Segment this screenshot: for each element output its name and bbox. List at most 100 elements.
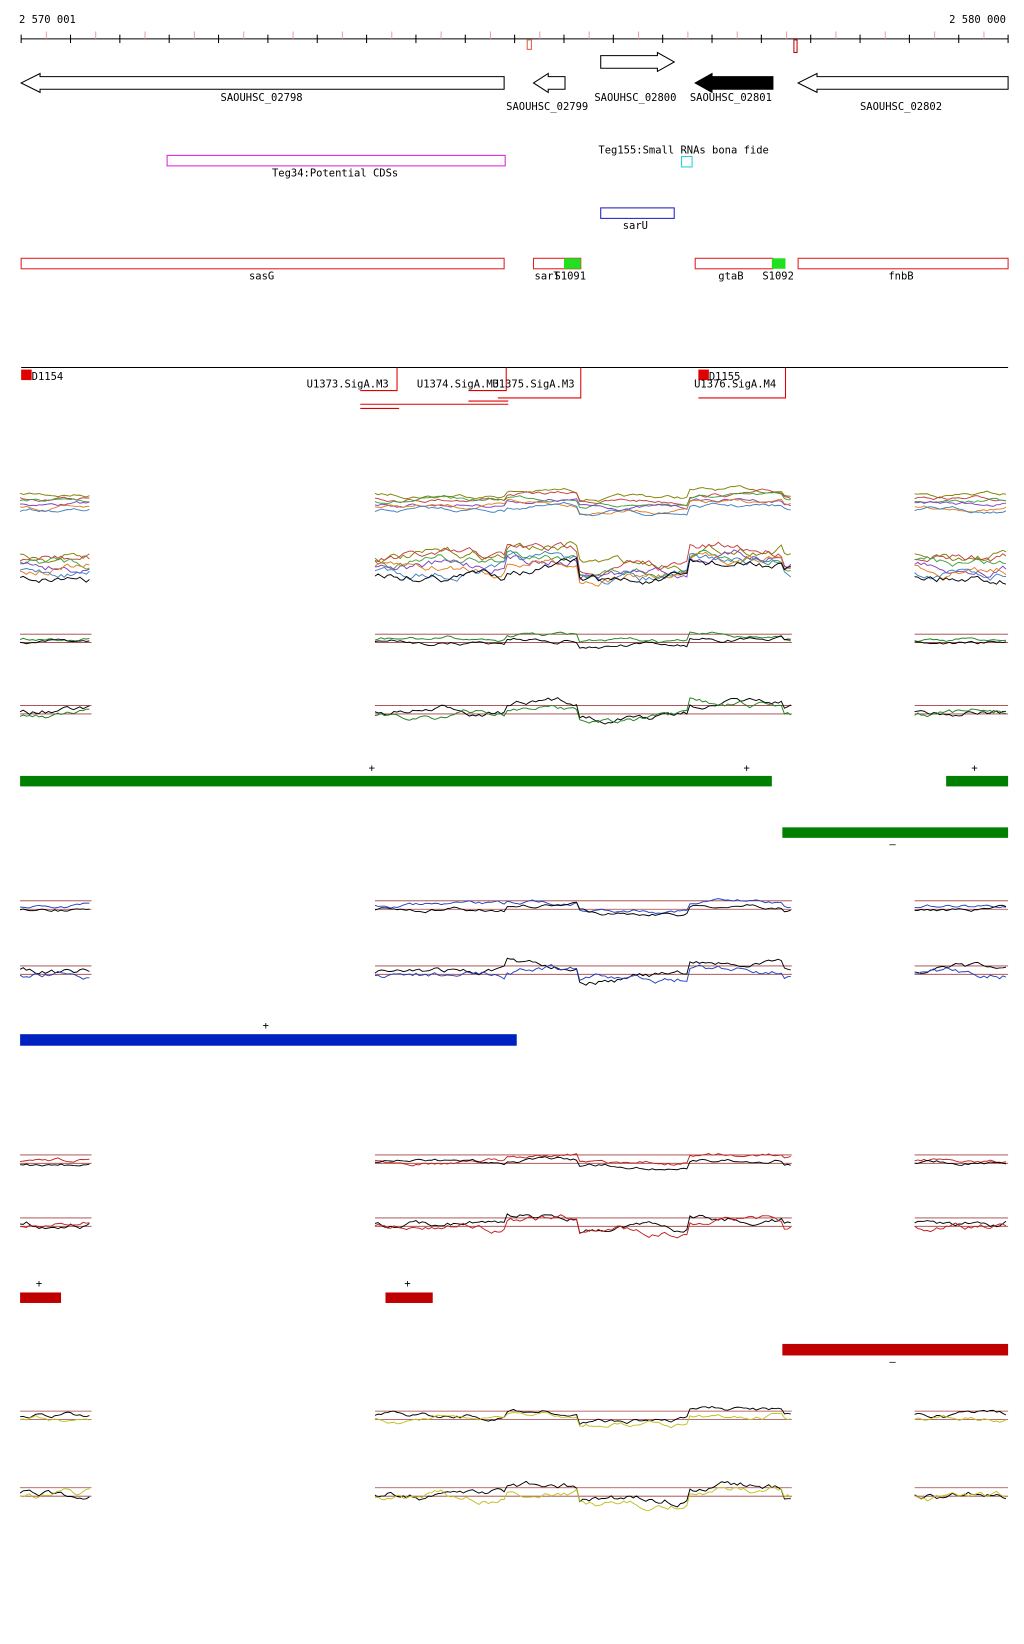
profile-line (374, 557, 791, 585)
profile-line (374, 1214, 792, 1239)
profile-line (20, 552, 90, 563)
bracket (698, 367, 787, 399)
profile-line (914, 1409, 1007, 1419)
profile-line (374, 550, 792, 585)
promoter-label: D1154 (32, 371, 64, 383)
annotation-label: sarU (623, 220, 648, 232)
teg34-box (166, 154, 506, 167)
feature-label: sarT (535, 270, 561, 282)
profile-line (19, 708, 90, 719)
strand-label: – (889, 1356, 896, 1368)
feature-label: S1091 (554, 270, 586, 282)
profile-line (374, 631, 791, 644)
profile-line (914, 561, 1007, 578)
profile-line (914, 501, 1006, 507)
profile-line (19, 492, 90, 498)
profile-line (914, 568, 1007, 581)
promoter-mark (21, 369, 32, 381)
promoter-label: U1374.SigA.M3 (417, 378, 499, 390)
promoter-brackets (360, 367, 787, 409)
annotation-label: Teg155:Small RNAs bona fide (598, 144, 768, 156)
strand-label: – (889, 838, 896, 850)
strand-label: + (971, 763, 977, 775)
gene-arrow (694, 72, 774, 94)
profile-line (914, 556, 1007, 567)
bracket (468, 367, 507, 392)
gene-label: SAOUHSC_02800 (594, 92, 676, 104)
bracket (497, 367, 582, 399)
profile-line (374, 541, 792, 577)
segment-bar (20, 1034, 517, 1046)
profile-line (374, 697, 792, 724)
profile-line (374, 697, 792, 725)
profile-line (374, 1486, 792, 1511)
gene-label: SAOUHSC_02799 (506, 101, 588, 113)
profile-line (19, 563, 90, 576)
profile-line (20, 1163, 90, 1167)
profile-line (374, 551, 791, 587)
profile-line (914, 1415, 1007, 1423)
profile-line (20, 638, 90, 645)
profile-line (19, 575, 90, 584)
segment-bar (782, 827, 1009, 838)
marker (793, 39, 798, 54)
profile-line (20, 902, 90, 909)
features (20, 257, 1009, 270)
strand-label: + (36, 1278, 42, 1290)
profile-line (914, 490, 1007, 499)
expression-tracks (19, 485, 1009, 1511)
profile-line (914, 553, 1007, 563)
segment-bar (385, 1292, 433, 1303)
profile-line (914, 640, 1007, 645)
profile-line (19, 908, 90, 912)
profile-line (374, 549, 792, 581)
profile-line (374, 1411, 791, 1429)
profile-line (374, 898, 791, 914)
ruler-ticks (20, 31, 1009, 44)
profile-line (19, 970, 90, 980)
strand-label: + (263, 1020, 269, 1032)
profile-line (914, 708, 1007, 718)
profile-line (374, 901, 791, 917)
feature-box (694, 257, 774, 270)
profile-line (20, 1157, 90, 1163)
profile-line (914, 1222, 1007, 1233)
segment-bar (20, 1292, 62, 1303)
profile-line (19, 967, 90, 975)
profile-line (20, 501, 90, 507)
profile-line (374, 635, 791, 649)
profile-line (374, 957, 791, 986)
promoter-label: U1373.SigA.M3 (307, 378, 389, 390)
genes (19, 51, 1009, 94)
profile-line (914, 1490, 1007, 1502)
profile-line (19, 1488, 90, 1499)
profile-line (914, 1159, 1007, 1166)
profile-line (374, 1152, 791, 1167)
profile-line (914, 967, 1007, 980)
profile-line (20, 1415, 90, 1422)
annotation-label: Teg34:Potential CDSs (272, 167, 398, 179)
profile-line (914, 1220, 1007, 1228)
ruler-end: 2 580 000 (949, 14, 1006, 26)
profile-line (374, 1480, 791, 1508)
profile-line (374, 1156, 791, 1171)
feature-label: S1092 (762, 270, 794, 282)
gene-arrow (600, 51, 676, 73)
profile-line (19, 498, 90, 503)
profile-line (19, 508, 90, 513)
feature-box (797, 257, 1009, 270)
profile-line (19, 705, 90, 715)
profile-line (374, 492, 791, 509)
feature-box (20, 257, 505, 270)
gene-label: SAOUHSC_02802 (860, 101, 942, 113)
gene-label: SAOUHSC_02798 (221, 92, 303, 104)
profile-line (19, 568, 90, 579)
profile-line (914, 710, 1007, 717)
profile-line (374, 964, 791, 984)
promoter-mark (698, 369, 709, 381)
saru-box (600, 207, 675, 219)
profile-line (374, 1405, 791, 1426)
promoter-label: U1375.SigA.M3 (492, 378, 574, 390)
